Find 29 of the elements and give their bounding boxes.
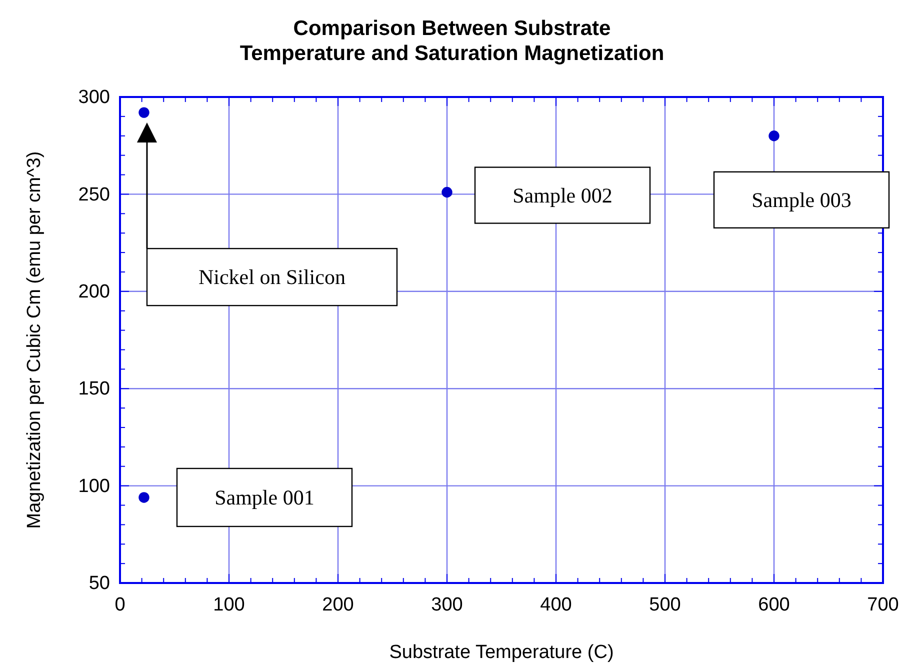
y-tick-label: 150 (78, 378, 110, 400)
x-tick-label: 700 (867, 594, 899, 616)
annotation: Sample 001 (214, 485, 314, 510)
label-box: Nickel on Silicon (146, 248, 398, 306)
x-tick-label: 300 (431, 594, 463, 616)
x-tick-label: 0 (114, 594, 126, 616)
y-axis-title: Magnetization per Cubic Cm (emu per cm^3) (24, 151, 45, 529)
point (768, 130, 780, 142)
label-box: Sample 003 (713, 171, 890, 228)
x-tick-label: 200 (322, 594, 354, 616)
x-tick-label: 400 (540, 594, 572, 616)
label-box: Sample 001 (176, 468, 353, 528)
annotation: Sample 003 (752, 188, 852, 212)
point (138, 492, 150, 503)
x-tick-label: 100 (213, 594, 245, 616)
y-tick-label: 100 (78, 476, 110, 497)
y-tick-label: 300 (78, 87, 110, 108)
y-tick-label: 250 (78, 184, 110, 206)
point (138, 107, 150, 118)
y-tick-label: 50 (88, 573, 110, 594)
label-box: Sample 002 (474, 166, 651, 224)
point (442, 186, 452, 198)
x-tick-label: 500 (649, 594, 681, 616)
x-axis-title: Substrate Temperature (C) (389, 642, 614, 663)
chart-title: Comparison Between Substrate Temperature and Saturation Magnetization (240, 17, 664, 65)
annotation: Nickel on Silicon (198, 265, 346, 290)
x-tick-label: 600 (758, 594, 790, 616)
y-tick-label: 200 (78, 281, 110, 302)
annotation: Sample 002 (512, 183, 612, 208)
